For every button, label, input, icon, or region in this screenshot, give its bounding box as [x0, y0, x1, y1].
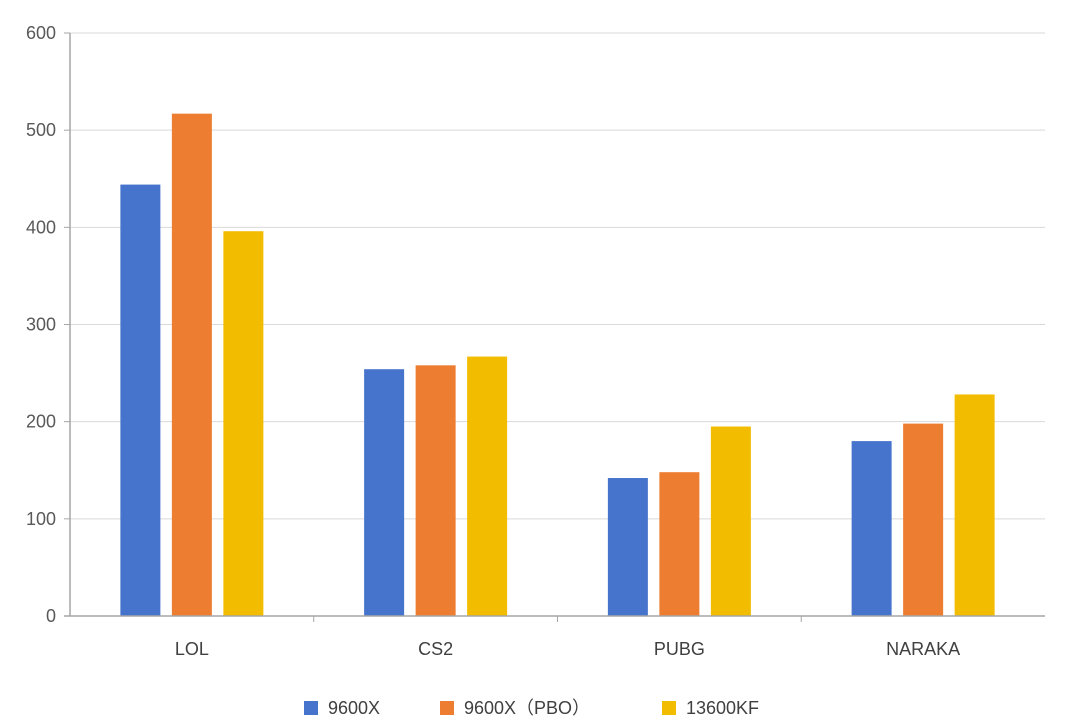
- bars: [120, 113, 995, 617]
- x-tick-label: NARAKA: [886, 639, 960, 659]
- legend: 9600X 9600X（PBO） 13600KF: [304, 698, 759, 718]
- bar-cs2-series-2: [415, 365, 456, 616]
- x-tick-label: LOL: [175, 639, 209, 659]
- bar-lol-series-2: [171, 113, 212, 617]
- y-tick-label: 400: [26, 217, 56, 237]
- bar-naraka-series-1: [851, 441, 892, 616]
- legend-swatch: [662, 701, 676, 715]
- bar-pubg-series-3: [710, 426, 751, 616]
- bar-pubg-series-1: [607, 478, 648, 616]
- x-tick-label: PUBG: [654, 639, 705, 659]
- legend-swatch: [304, 701, 318, 715]
- bar-naraka-series-2: [903, 423, 944, 616]
- y-tick-label: 200: [26, 412, 56, 432]
- smzdm-logo-icon: [951, 688, 975, 712]
- legend-label: 9600X（PBO）: [464, 698, 590, 718]
- x-axis: LOL CS2 PUBG NARAKA: [64, 615, 1045, 659]
- smzdm-logo-glyph: 值: [957, 693, 969, 708]
- watermark: 值 什么值得买: [951, 688, 1057, 712]
- gridlines: [70, 32, 1045, 520]
- bar-naraka-series-3: [954, 394, 995, 616]
- legend-item: 9600X（PBO）: [440, 698, 590, 718]
- legend-label: 13600KF: [686, 698, 759, 718]
- y-tick-label: 300: [26, 315, 56, 335]
- bar-lol-series-3: [223, 231, 264, 616]
- legend-swatch: [440, 701, 454, 715]
- bar-cs2-series-3: [467, 356, 508, 616]
- y-tick-label: 100: [26, 509, 56, 529]
- y-tick-label: 600: [26, 23, 56, 43]
- legend-item: 9600X: [304, 698, 380, 718]
- bar-lol-series-1: [120, 184, 161, 616]
- y-tick-label: 0: [46, 606, 56, 626]
- legend-item: 13600KF: [662, 698, 759, 718]
- bar-cs2-series-1: [364, 369, 405, 616]
- y-tick-label: 500: [26, 120, 56, 140]
- bar-pubg-series-2: [659, 472, 700, 616]
- y-axis: 0 100 200 300 400 500 600: [26, 23, 71, 626]
- x-tick-label: CS2: [418, 639, 453, 659]
- watermark-text: 什么值得买: [982, 692, 1057, 710]
- legend-label: 9600X: [328, 698, 380, 718]
